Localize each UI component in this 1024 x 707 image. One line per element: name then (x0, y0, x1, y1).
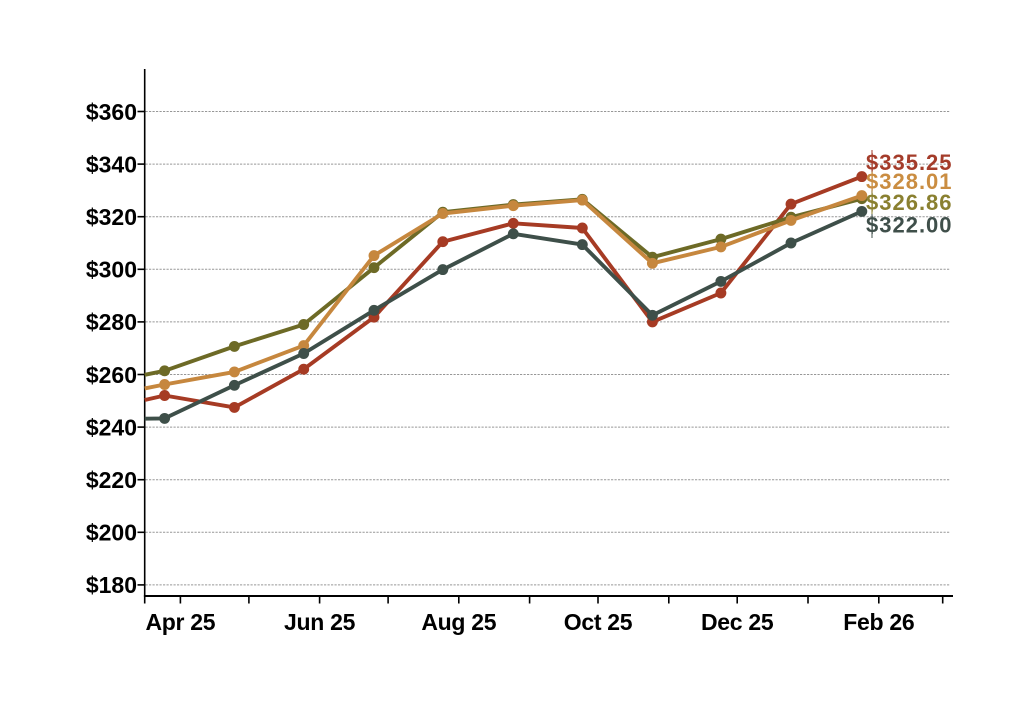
svg-text:$320: $320 (86, 204, 137, 230)
svg-text:$220: $220 (86, 467, 137, 493)
svg-text:Dec 25: Dec 25 (701, 609, 774, 635)
svg-text:Aug 25: Aug 25 (421, 609, 496, 635)
svg-text:Apr 25: Apr 25 (146, 609, 216, 635)
svg-text:$240: $240 (86, 414, 137, 440)
svg-text:$328.01: $328.01 (866, 169, 953, 194)
svg-text:Feb 26: Feb 26 (843, 609, 914, 635)
svg-text:$260: $260 (86, 362, 137, 388)
svg-text:Oct 25: Oct 25 (564, 609, 633, 635)
svg-text:Jun 25: Jun 25 (284, 609, 356, 635)
svg-text:$326.86: $326.86 (866, 190, 953, 215)
svg-text:$280: $280 (86, 309, 137, 335)
svg-text:$180: $180 (86, 572, 137, 598)
svg-text:$322.00: $322.00 (866, 212, 953, 237)
svg-text:$300: $300 (86, 257, 137, 283)
svg-text:$335.25: $335.25 (866, 150, 953, 175)
svg-text:$200: $200 (86, 520, 137, 546)
svg-text:$360: $360 (86, 99, 137, 125)
svg-text:$340: $340 (86, 151, 137, 177)
